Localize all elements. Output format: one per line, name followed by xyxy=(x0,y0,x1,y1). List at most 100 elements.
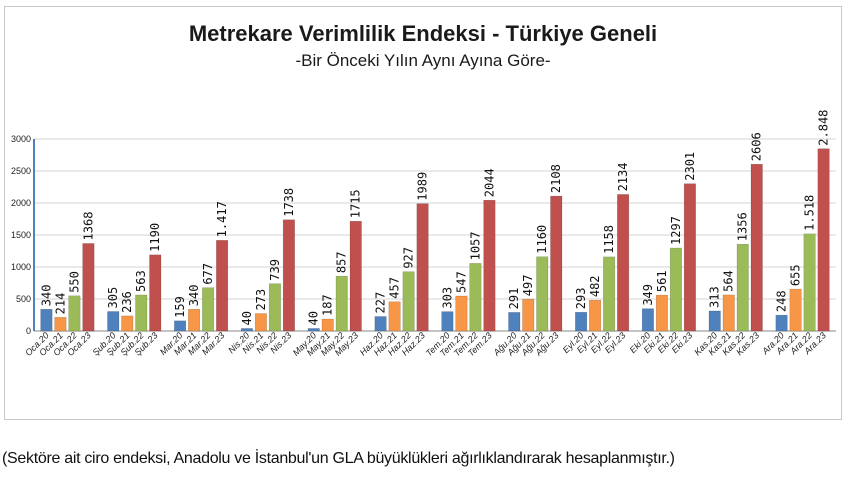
data-label: 2301 xyxy=(683,152,697,181)
bar xyxy=(416,203,429,332)
bar xyxy=(121,315,134,332)
bar xyxy=(817,148,830,332)
data-label: 248 xyxy=(775,290,789,312)
bar xyxy=(188,308,201,332)
y-tick-label: 500 xyxy=(16,294,31,304)
data-label: 236 xyxy=(120,291,134,313)
data-label: 655 xyxy=(789,264,803,286)
data-label: 273 xyxy=(254,289,268,311)
data-label: 1989 xyxy=(416,172,430,201)
bar xyxy=(617,194,630,332)
data-label: 482 xyxy=(588,275,602,297)
bar xyxy=(469,263,482,332)
y-tick-label: 0 xyxy=(26,326,31,336)
data-label: 1715 xyxy=(349,189,363,218)
bar xyxy=(522,298,535,332)
bar xyxy=(335,275,348,332)
bar xyxy=(107,311,120,332)
bar xyxy=(483,199,496,332)
data-label: 293 xyxy=(574,288,588,310)
bar xyxy=(775,314,788,332)
bar xyxy=(82,243,95,332)
data-label: 857 xyxy=(335,251,349,273)
y-tick-label: 3000 xyxy=(11,134,31,144)
bar xyxy=(789,288,802,332)
bar xyxy=(135,294,148,332)
data-label: 340 xyxy=(39,285,53,307)
data-label: 305 xyxy=(106,287,120,309)
bar xyxy=(268,283,281,332)
data-label: 1160 xyxy=(535,225,549,254)
bar xyxy=(441,311,454,332)
bar xyxy=(40,308,53,332)
data-label: 1.518 xyxy=(803,195,817,231)
data-label: 227 xyxy=(374,292,388,314)
bar xyxy=(603,256,616,332)
data-label: 40 xyxy=(307,311,321,325)
data-label: 1057 xyxy=(468,231,482,260)
bar xyxy=(683,183,696,332)
y-tick-label: 2000 xyxy=(11,198,31,208)
data-label: 2606 xyxy=(750,132,764,161)
data-label: 40 xyxy=(240,311,254,325)
data-label: 547 xyxy=(454,271,468,293)
bar xyxy=(641,308,654,332)
data-label: 291 xyxy=(507,288,521,310)
bar xyxy=(54,317,67,332)
y-tick-label: 2500 xyxy=(11,166,31,176)
chart-title: Metrekare Verimlilik Endeksi - Türkiye G… xyxy=(188,21,658,46)
data-label: 550 xyxy=(67,271,81,293)
footnote: (Sektöre ait ciro endeksi, Anadolu ve İs… xyxy=(2,450,675,467)
data-label: 349 xyxy=(641,284,655,306)
chart-subtitle: -Bir Önceki Yılın Aynı Ayına Göre- xyxy=(295,51,551,70)
data-label: 1190 xyxy=(148,223,162,252)
data-label: 313 xyxy=(708,286,722,308)
bar-chart: 050010001500200025003000340Oca.20214Oca.… xyxy=(11,110,836,358)
data-label: 1297 xyxy=(669,216,683,245)
data-label: 340 xyxy=(187,285,201,307)
bar xyxy=(240,328,253,332)
data-label: 1368 xyxy=(81,212,95,241)
data-label: 457 xyxy=(388,277,402,299)
bar xyxy=(388,301,401,332)
bar xyxy=(321,318,334,332)
bar xyxy=(282,219,295,332)
bar xyxy=(669,247,682,332)
bar xyxy=(216,240,229,332)
bar xyxy=(307,328,320,332)
data-label: 1.417 xyxy=(215,201,229,237)
bar xyxy=(803,233,816,332)
data-label: 563 xyxy=(134,270,148,292)
bar xyxy=(536,256,549,332)
bar xyxy=(736,243,749,332)
bar xyxy=(68,295,81,332)
data-label: 2044 xyxy=(482,168,496,197)
data-label: 303 xyxy=(440,287,454,309)
bar xyxy=(722,294,735,332)
bar xyxy=(174,320,187,332)
bar xyxy=(149,254,162,332)
bar xyxy=(589,299,602,332)
bar xyxy=(750,163,763,332)
bar xyxy=(455,295,468,332)
y-tick-label: 1000 xyxy=(11,262,31,272)
bar xyxy=(402,271,415,332)
bar xyxy=(349,220,362,332)
data-label: 561 xyxy=(655,270,669,292)
bar xyxy=(708,310,721,332)
bar xyxy=(550,195,563,332)
data-label: 564 xyxy=(722,270,736,292)
data-label: 2.848 xyxy=(817,110,831,146)
data-label: 159 xyxy=(173,296,187,318)
data-label: 1356 xyxy=(736,212,750,241)
data-label: 497 xyxy=(521,275,535,297)
data-label: 739 xyxy=(268,259,282,281)
bar xyxy=(655,294,668,332)
data-label: 2108 xyxy=(549,164,563,193)
bar xyxy=(374,316,387,332)
bar xyxy=(508,312,521,332)
data-label: 1738 xyxy=(282,188,296,217)
data-label: 214 xyxy=(53,293,67,315)
data-label: 187 xyxy=(321,294,335,316)
data-label: 927 xyxy=(402,247,416,269)
